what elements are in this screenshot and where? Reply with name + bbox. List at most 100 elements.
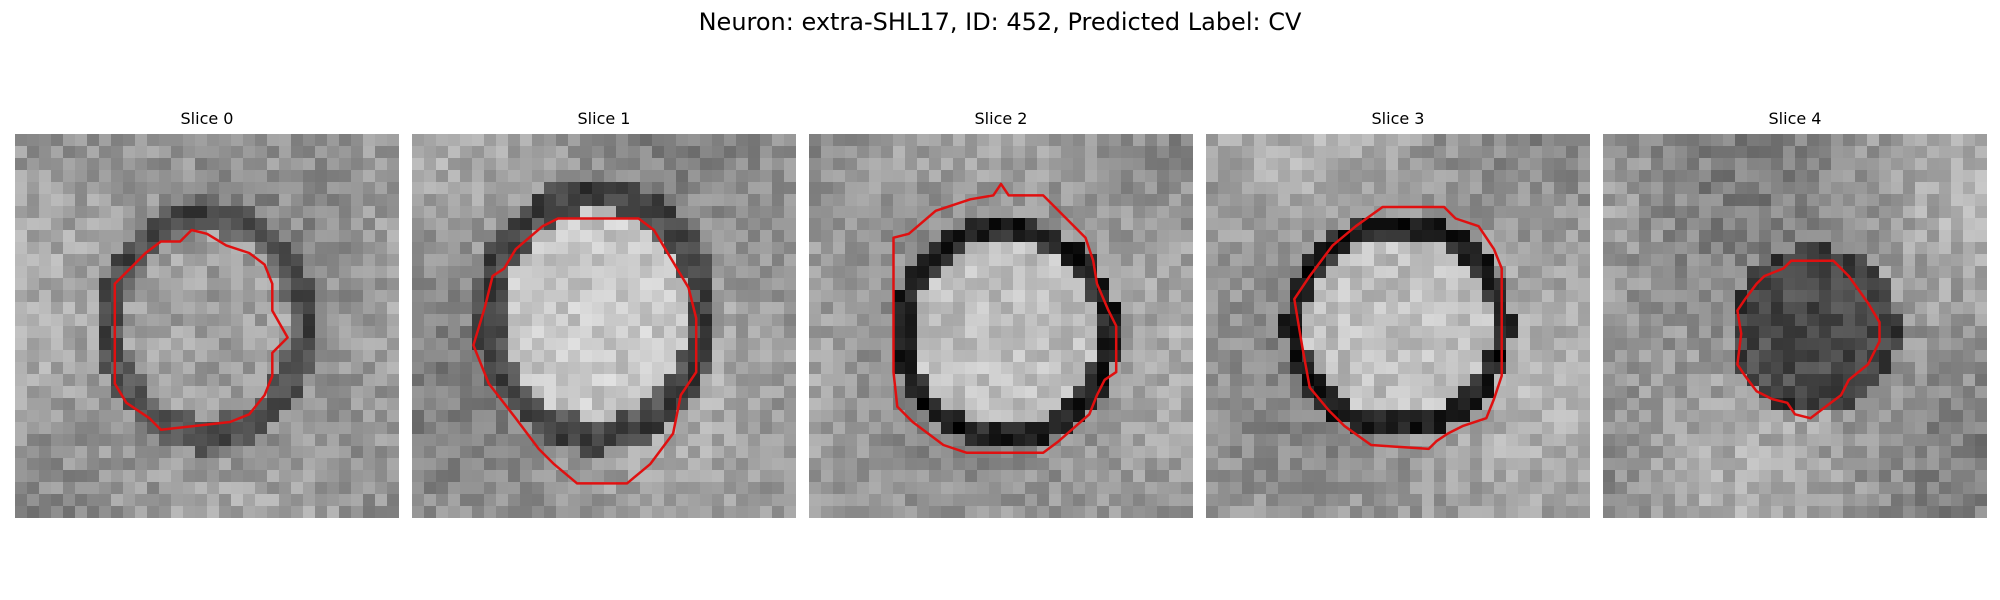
image-pixel: [1482, 266, 1495, 279]
image-pixel: [508, 266, 521, 279]
image-pixel: [1627, 290, 1640, 303]
image-pixel: [1843, 290, 1856, 303]
image-pixel: [412, 302, 425, 315]
image-pixel: [809, 194, 822, 207]
image-pixel: [496, 170, 509, 183]
image-pixel: [1338, 446, 1351, 459]
image-pixel: [75, 254, 88, 267]
image-pixel: [772, 482, 785, 495]
image-pixel: [604, 434, 617, 447]
image-pixel: [1470, 434, 1483, 447]
image-pixel: [303, 398, 316, 411]
image-pixel: [929, 410, 942, 423]
image-pixel: [207, 374, 220, 387]
image-pixel: [15, 278, 28, 291]
image-pixel: [255, 170, 268, 183]
image-pixel: [1711, 362, 1724, 375]
image-pixel: [1927, 278, 1940, 291]
image-pixel: [1699, 290, 1712, 303]
image-pixel: [1037, 398, 1050, 411]
image-pixel: [1446, 386, 1459, 399]
image-pixel: [484, 362, 497, 375]
image-pixel: [327, 482, 340, 495]
image-pixel: [736, 506, 749, 518]
image-pixel: [1037, 242, 1050, 255]
image-pixel: [748, 482, 761, 495]
image-pixel: [1470, 242, 1483, 255]
image-pixel: [556, 350, 569, 363]
image-pixel: [688, 494, 701, 507]
image-pixel: [724, 230, 737, 243]
image-pixel: [676, 242, 689, 255]
image-pixel: [556, 506, 569, 518]
image-pixel: [929, 386, 942, 399]
image-pixel: [965, 182, 978, 195]
image-pixel: [27, 230, 40, 243]
image-pixel: [315, 206, 328, 219]
image-pixel: [1615, 134, 1628, 147]
image-pixel: [135, 482, 148, 495]
image-pixel: [905, 470, 918, 483]
image-pixel: [219, 254, 232, 267]
image-pixel: [508, 398, 521, 411]
image-pixel: [243, 434, 256, 447]
image-pixel: [1831, 218, 1844, 231]
image-pixel: [1001, 302, 1014, 315]
image-pixel: [111, 362, 124, 375]
image-pixel: [1097, 350, 1110, 363]
image-pixel: [1747, 350, 1760, 363]
image-pixel: [652, 374, 665, 387]
image-pixel: [1566, 482, 1579, 495]
image-pixel: [1278, 254, 1291, 267]
image-pixel: [147, 482, 160, 495]
image-pixel: [700, 458, 713, 471]
image-pixel: [1795, 338, 1808, 351]
image-pixel: [1013, 506, 1026, 518]
image-pixel: [736, 218, 749, 231]
image-pixel: [640, 398, 653, 411]
image-pixel: [351, 206, 364, 219]
image-pixel: [1639, 458, 1652, 471]
image-pixel: [1554, 410, 1567, 423]
image-pixel: [1254, 326, 1267, 339]
image-pixel: [1049, 410, 1062, 423]
image-pixel: [1807, 266, 1820, 279]
image-pixel: [51, 362, 64, 375]
image-pixel: [532, 230, 545, 243]
image-pixel: [1001, 398, 1014, 411]
image-pixel: [748, 194, 761, 207]
image-pixel: [1278, 434, 1291, 447]
image-pixel: [159, 182, 172, 195]
image-pixel: [231, 254, 244, 267]
image-pixel: [1627, 278, 1640, 291]
image-pixel: [1362, 470, 1375, 483]
image-pixel: [135, 266, 148, 279]
image-pixel: [1482, 218, 1495, 231]
image-pixel: [1013, 254, 1026, 267]
image-pixel: [111, 482, 124, 495]
image-pixel: [1542, 470, 1555, 483]
image-pixel: [881, 242, 894, 255]
image-pixel: [784, 230, 796, 243]
image-pixel: [267, 230, 280, 243]
image-pixel: [1891, 314, 1904, 327]
image-pixel: [1410, 182, 1423, 195]
image-pixel: [1290, 254, 1303, 267]
image-pixel: [1506, 362, 1519, 375]
image-pixel: [1157, 506, 1170, 518]
image-pixel: [989, 278, 1002, 291]
image-pixel: [327, 134, 340, 147]
image-pixel: [917, 458, 930, 471]
image-pixel: [592, 494, 605, 507]
image-pixel: [315, 494, 328, 507]
image-pixel: [484, 254, 497, 267]
image-pixel: [1242, 182, 1255, 195]
image-pixel: [448, 398, 461, 411]
image-pixel: [412, 170, 425, 183]
image-pixel: [1891, 422, 1904, 435]
image-pixel: [231, 434, 244, 447]
image-pixel: [460, 302, 473, 315]
image-pixel: [147, 134, 160, 147]
image-pixel: [869, 290, 882, 303]
image-pixel: [1711, 302, 1724, 315]
